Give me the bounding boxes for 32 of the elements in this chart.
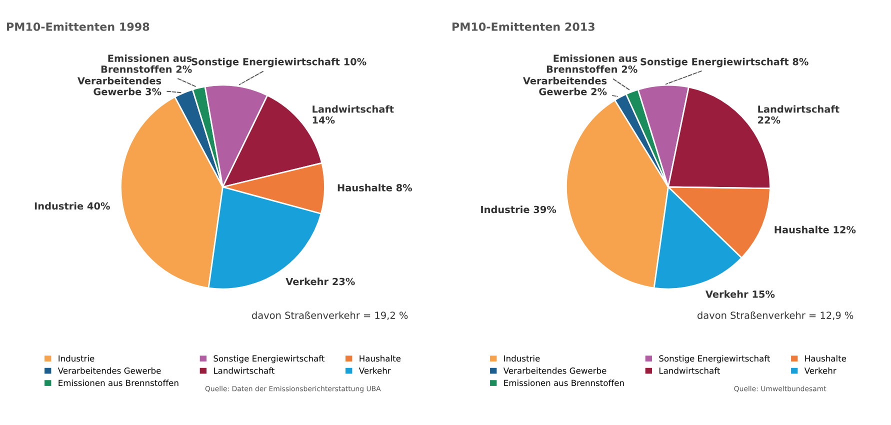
- chart-title: PM10-Emittenten 2013: [452, 22, 594, 31]
- chart-title: PM10-Emittenten 1998: [7, 22, 150, 31]
- legend-label: Landwirtschaft: [214, 367, 274, 374]
- data-label: Emissionen aus Brennstoffen 2%: [546, 54, 638, 73]
- data-label: Verkehr 15%: [705, 290, 775, 298]
- data-label: Sonstige Energiewirtschaft 8%: [640, 58, 808, 68]
- legend-label: Sonstige Energiewirtschaft: [659, 355, 770, 364]
- data-label: Verarbeitendes Gewerbe 3%: [77, 76, 162, 96]
- legend-label: Verarbeitendes Gewerbe: [58, 367, 161, 374]
- text: davon Straßenverkehr = 19,2 %: [252, 311, 408, 320]
- legend-label: Verarbeitendes Gewerbe: [503, 367, 606, 374]
- legend-label: Verkehr: [358, 367, 391, 374]
- data-label: Industrie 40%: [34, 202, 110, 210]
- data-label: Emissionen aus Brennstoffen 2%: [101, 54, 192, 73]
- data-label: Landwirtschaft 14%: [312, 105, 394, 124]
- legend-label: Haushalte: [805, 355, 846, 362]
- data-label: Sonstige Energiewirtschaft 10%: [192, 58, 366, 68]
- legend-label: Industrie: [504, 355, 540, 362]
- data-label: Verkehr 23%: [286, 278, 355, 286]
- data-label: Verarbeitendes Gewerbe 2%: [522, 76, 607, 96]
- data-label: Landwirtschaft 22%: [758, 105, 840, 124]
- legend-label: Haushalte: [360, 355, 401, 362]
- text: davon Straßenverkehr = 12,9 %: [698, 311, 854, 320]
- data-label: Haushalte 12%: [774, 226, 856, 234]
- legend-label: Verkehr: [804, 367, 836, 374]
- legend-label: Landwirtschaft: [659, 367, 720, 374]
- legend-label: Sonstige Energiewirtschaft: [214, 355, 325, 364]
- legend-label: Emissionen aus Brennstoffen: [58, 380, 178, 386]
- legend-label: Industrie: [58, 355, 94, 362]
- data-label: Haushalte 8%: [338, 184, 412, 192]
- data-label: Industrie 39%: [481, 206, 556, 214]
- legend-label: Emissionen aus Brennstoffen: [504, 380, 624, 386]
